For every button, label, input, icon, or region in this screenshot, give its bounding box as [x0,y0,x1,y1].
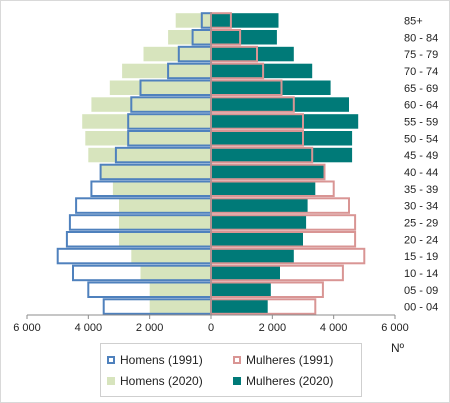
legend-swatch-mulheres-1991 [233,356,241,364]
legend-swatch-mulheres-2020 [233,377,241,385]
bar-mulheres-2020-75-79 [211,46,294,62]
bar-homens-2020-50-54 [85,131,211,146]
bar-mulheres-2020-00-04 [211,299,268,314]
category-label: 55 - 59 [404,116,438,128]
bar-homens-2020-40-44 [100,164,211,180]
category-label: 05 - 09 [404,285,438,297]
bar-homens-2020-85 [175,13,211,28]
x-tick-label: 2 000 [136,322,164,334]
legend-label-mulheres-1991: Mulheres (1991) [246,353,334,367]
bar-mulheres-2020-20-24 [211,232,303,247]
bar-mulheres-2020-55-59 [211,114,359,129]
bar-mulheres-2020-15-19 [211,248,294,264]
legend: Homens (1991) Mulheres (1991) Homens (20… [100,343,362,397]
bar-homens-2020-30-34 [119,198,211,213]
bar-mulheres-2020-50-54 [211,131,353,146]
bar-mulheres-2020-30-34 [211,198,308,213]
bar-homens-2020-75-79 [143,46,211,62]
bar-homens-2020-35-39 [112,181,211,196]
x-tick-label: 0 [208,322,214,334]
legend-item-homens-2020: Homens (2020) [107,373,203,389]
series-mulheres-2020 [211,13,359,314]
legend-swatch-homens-1991 [107,356,115,364]
category-label: 20 - 24 [404,234,438,246]
x-tick-label: 4 000 [320,322,348,334]
x-tick-label: 6 000 [381,322,409,334]
bar-homens-2020-55-59 [82,114,211,129]
legend-item-homens-1991: Homens (1991) [107,352,203,368]
plot-area [56,12,366,315]
category-label: 15 - 19 [404,251,438,263]
bar-mulheres-2020-25-29 [211,215,307,230]
category-label: 65 - 69 [404,83,438,95]
bar-mulheres-2020-70-74 [211,63,313,79]
category-label: 30 - 34 [404,201,438,213]
x-axis-unit-label: Nº [391,341,405,355]
category-label: 00 - 04 [404,302,438,314]
series-homens-2020 [82,13,211,314]
x-tick-label: 4 000 [75,322,103,334]
bar-mulheres-2020-10-14 [211,265,280,281]
category-label: 70 - 74 [404,66,438,78]
legend-item-mulheres-1991: Mulheres (1991) [233,352,333,368]
category-labels: 00 - 04 05 - 09 10 - 14 15 - 19 20 - 24 25 - … [404,15,438,313]
bar-mulheres-2020-80-84 [211,30,277,45]
bar-homens-2020-00-04 [149,299,211,314]
x-tick-label: 6 000 [13,322,41,334]
x-axis: 6 000 4 000 2 000 0 2 000 4 000 6 000 [13,12,409,334]
category-label: 75 - 79 [404,49,438,61]
legend-item-mulheres-2020: Mulheres (2020) [233,373,333,389]
category-label: 10 - 14 [404,268,438,280]
bar-mulheres-2020-40-44 [211,164,325,180]
bar-homens-2020-80-84 [168,30,211,45]
bar-mulheres-2020-35-39 [211,181,316,196]
bar-homens-2020-60-64 [91,97,211,112]
category-label: 45 - 49 [404,150,438,162]
category-label: 50 - 54 [404,133,438,145]
category-label: 40 - 44 [404,167,438,179]
bar-homens-2020-70-74 [122,63,211,79]
legend-label-mulheres-2020: Mulheres (2020) [246,374,334,388]
bar-homens-2020-25-29 [119,215,211,230]
category-label: 85+ [404,15,423,27]
legend-label-homens-2020: Homens (2020) [120,374,203,388]
bar-mulheres-2020-45-49 [211,147,353,163]
category-label: 60 - 64 [404,100,438,112]
bar-homens-2020-65-69 [109,80,211,95]
x-tick-label: 2 000 [259,322,287,334]
bar-homens-2020-15-19 [131,248,211,264]
bar-mulheres-2020-60-64 [211,97,349,112]
category-label: 80 - 84 [404,32,438,44]
legend-label-homens-1991: Homens (1991) [120,353,203,367]
bar-mulheres-2020-85 [211,13,279,28]
bar-mulheres-2020-05-09 [211,282,271,297]
bar-mulheres-2020-65-69 [211,80,331,95]
category-label: 25 - 29 [404,217,438,229]
legend-swatch-homens-2020 [107,377,115,385]
bar-homens-2020-20-24 [119,232,211,247]
bar-homens-2020-10-14 [140,265,211,281]
category-label: 35 - 39 [404,184,438,196]
bar-homens-2020-05-09 [149,282,211,297]
bar-homens-2020-45-49 [88,147,211,163]
